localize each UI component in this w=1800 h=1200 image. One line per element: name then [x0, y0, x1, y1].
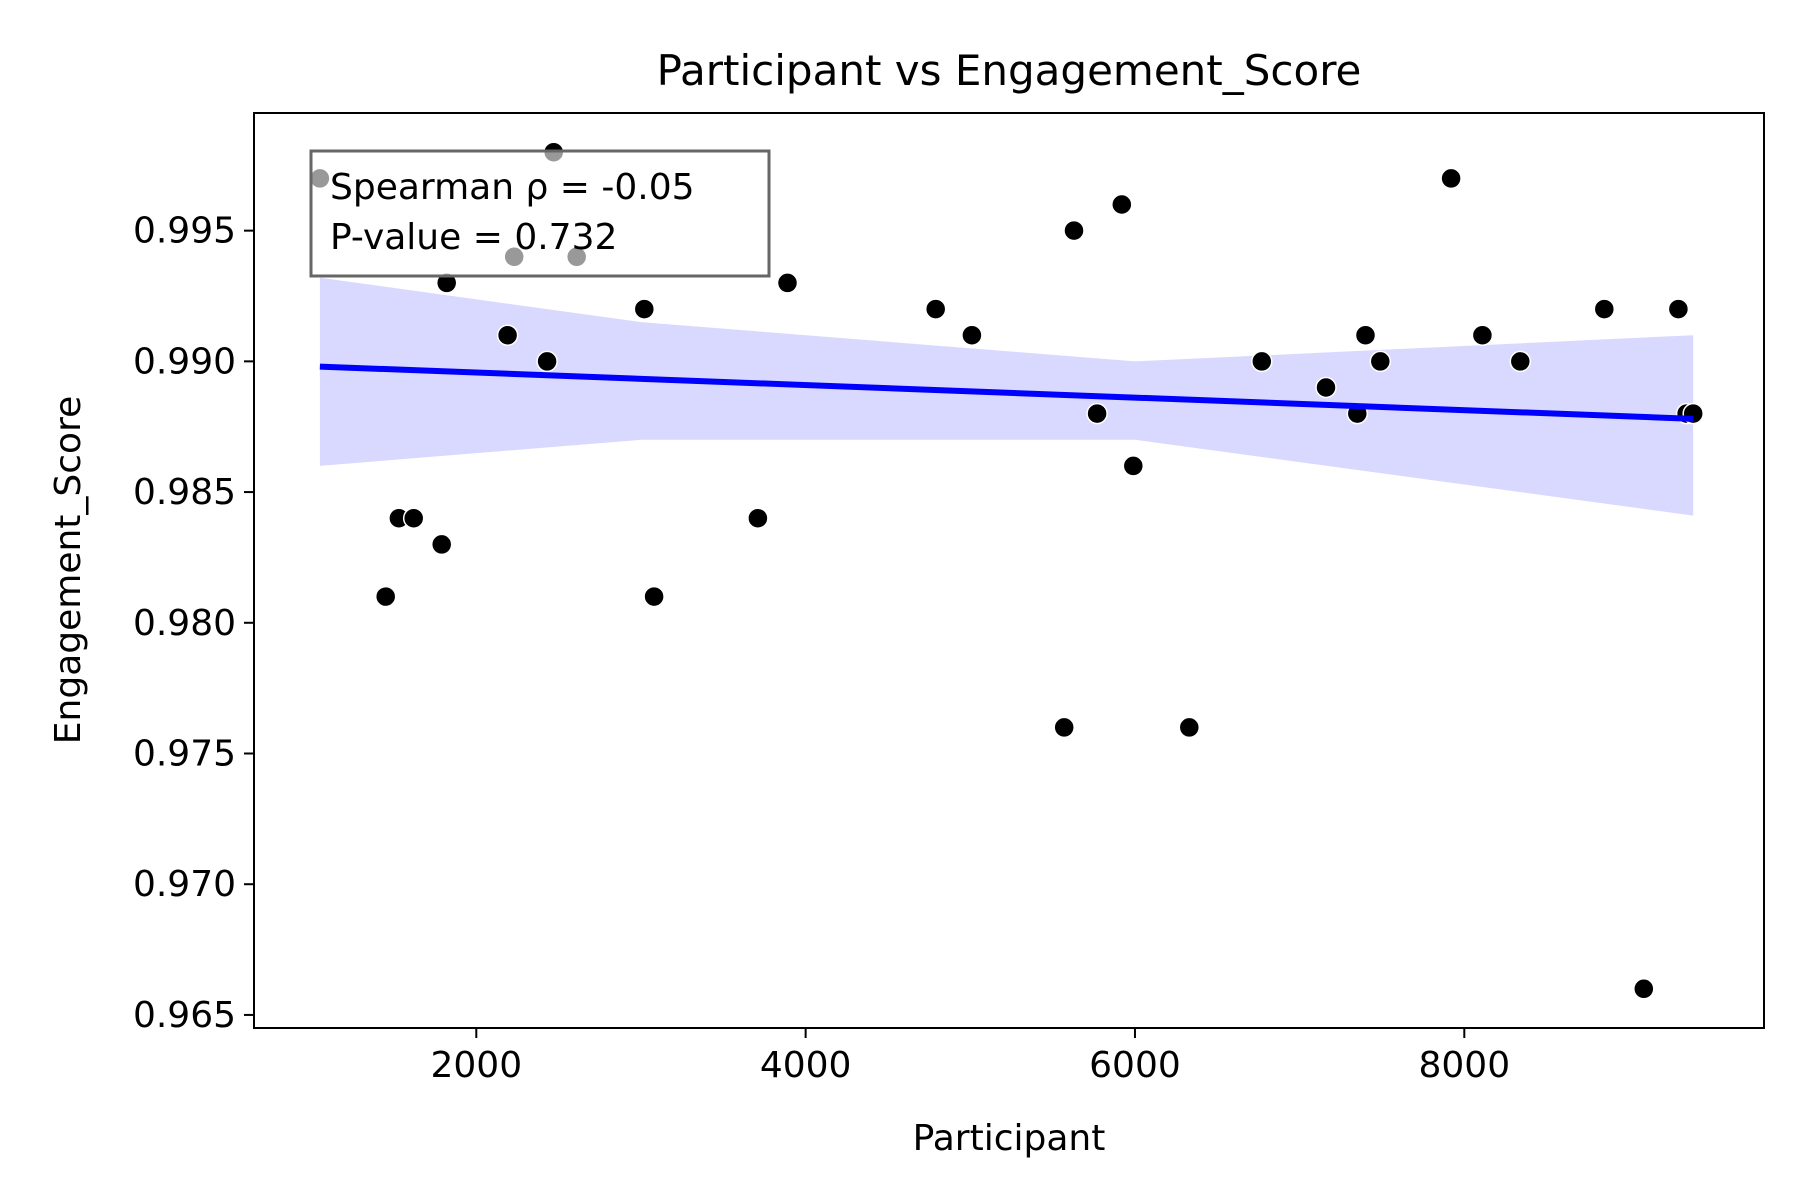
plot-frame — [253, 112, 1765, 1029]
data-point — [1111, 193, 1133, 216]
data-point — [961, 324, 983, 346]
annotation-p-value: P-value = 0.732 — [330, 217, 617, 258]
data-point — [402, 507, 425, 529]
data-point — [924, 298, 947, 320]
data-point — [536, 350, 558, 373]
chart-title: Participant vs Engagement_Score — [657, 46, 1362, 95]
data-point — [1053, 716, 1075, 739]
annotation-frame — [309, 149, 771, 278]
y-tick-label: 0.975 — [133, 734, 236, 775]
data-point — [1633, 978, 1655, 1000]
stats-annotation: Spearman ρ = -0.05 P-value = 0.732 — [309, 149, 771, 278]
data-point — [633, 298, 656, 320]
data-point — [1667, 298, 1690, 320]
data-point — [1440, 167, 1462, 190]
data-point — [1593, 298, 1616, 320]
data-point — [1063, 219, 1085, 242]
data-point — [776, 272, 799, 294]
x-tick-label: 6000 — [1089, 1045, 1181, 1086]
data-point — [496, 324, 519, 346]
x-tick-label: 8000 — [1418, 1045, 1510, 1086]
y-axis: 0.965 0.970 0.975 0.980 0.985 0.990 0.995 — [133, 211, 254, 1036]
data-point — [374, 585, 397, 608]
x-axis-label: Participant — [913, 1118, 1106, 1159]
data-point — [1086, 402, 1108, 425]
y-tick-label: 0.995 — [133, 211, 236, 252]
data-point — [430, 533, 453, 556]
y-tick-label: 0.965 — [133, 995, 236, 1036]
data-point — [1509, 350, 1532, 373]
data-point — [1251, 350, 1273, 373]
regression-line — [319, 363, 1694, 422]
confidence-band — [319, 277, 1694, 516]
y-tick-label: 0.990 — [133, 341, 236, 382]
x-axis: 2000 4000 6000 8000 — [430, 1028, 1510, 1086]
annotation-spearman: Spearman ρ = -0.05 — [330, 167, 695, 208]
data-point — [1178, 716, 1201, 739]
data-point — [643, 585, 665, 608]
y-tick-label: 0.985 — [133, 472, 236, 513]
data-point — [1354, 324, 1377, 346]
data-point — [1369, 350, 1392, 373]
data-point — [1315, 376, 1337, 399]
data-point — [1122, 455, 1145, 477]
data-point — [1471, 324, 1494, 346]
x-tick-label: 4000 — [760, 1045, 852, 1086]
y-tick-label: 0.980 — [133, 603, 236, 644]
y-axis-label: Engagement_Score — [48, 396, 89, 744]
data-point — [747, 507, 769, 529]
x-tick-label: 2000 — [430, 1045, 522, 1086]
y-tick-label: 0.970 — [133, 864, 236, 905]
